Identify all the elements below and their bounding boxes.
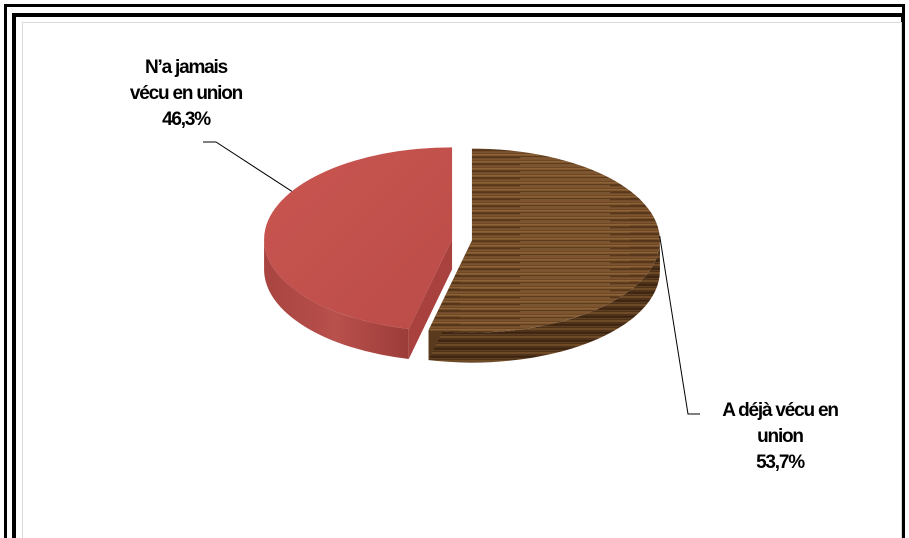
- pie-slice-already-union: [428, 148, 660, 333]
- pie-slice-side: [428, 240, 660, 363]
- chart-plot-area: [22, 22, 902, 538]
- slice-label-already-union: A déjà vécu en union 53,7%: [680, 398, 880, 476]
- slice-label-line: union: [757, 426, 804, 447]
- pie-slice-side: [264, 239, 409, 359]
- leader-line-already-union: [659, 235, 700, 415]
- pie-slices: [264, 147, 660, 363]
- pie-slice-inner-face: [408, 239, 453, 359]
- slice-label-line: N’a jamais: [145, 57, 228, 78]
- slice-label-line: vécu en union: [129, 83, 243, 104]
- leader-lines: [203, 141, 700, 415]
- pie-slice-never-union: [264, 147, 453, 329]
- slice-label-never-union: N’a jamais vécu en union 46,3%: [96, 55, 276, 133]
- leader-line-never-union: [203, 141, 293, 192]
- slice-value-label: 53,7%: [756, 452, 805, 473]
- slice-value-label: 46,3%: [162, 109, 211, 130]
- slice-label-line: A déjà vécu en: [722, 400, 839, 421]
- chart-inner-border: [12, 13, 905, 538]
